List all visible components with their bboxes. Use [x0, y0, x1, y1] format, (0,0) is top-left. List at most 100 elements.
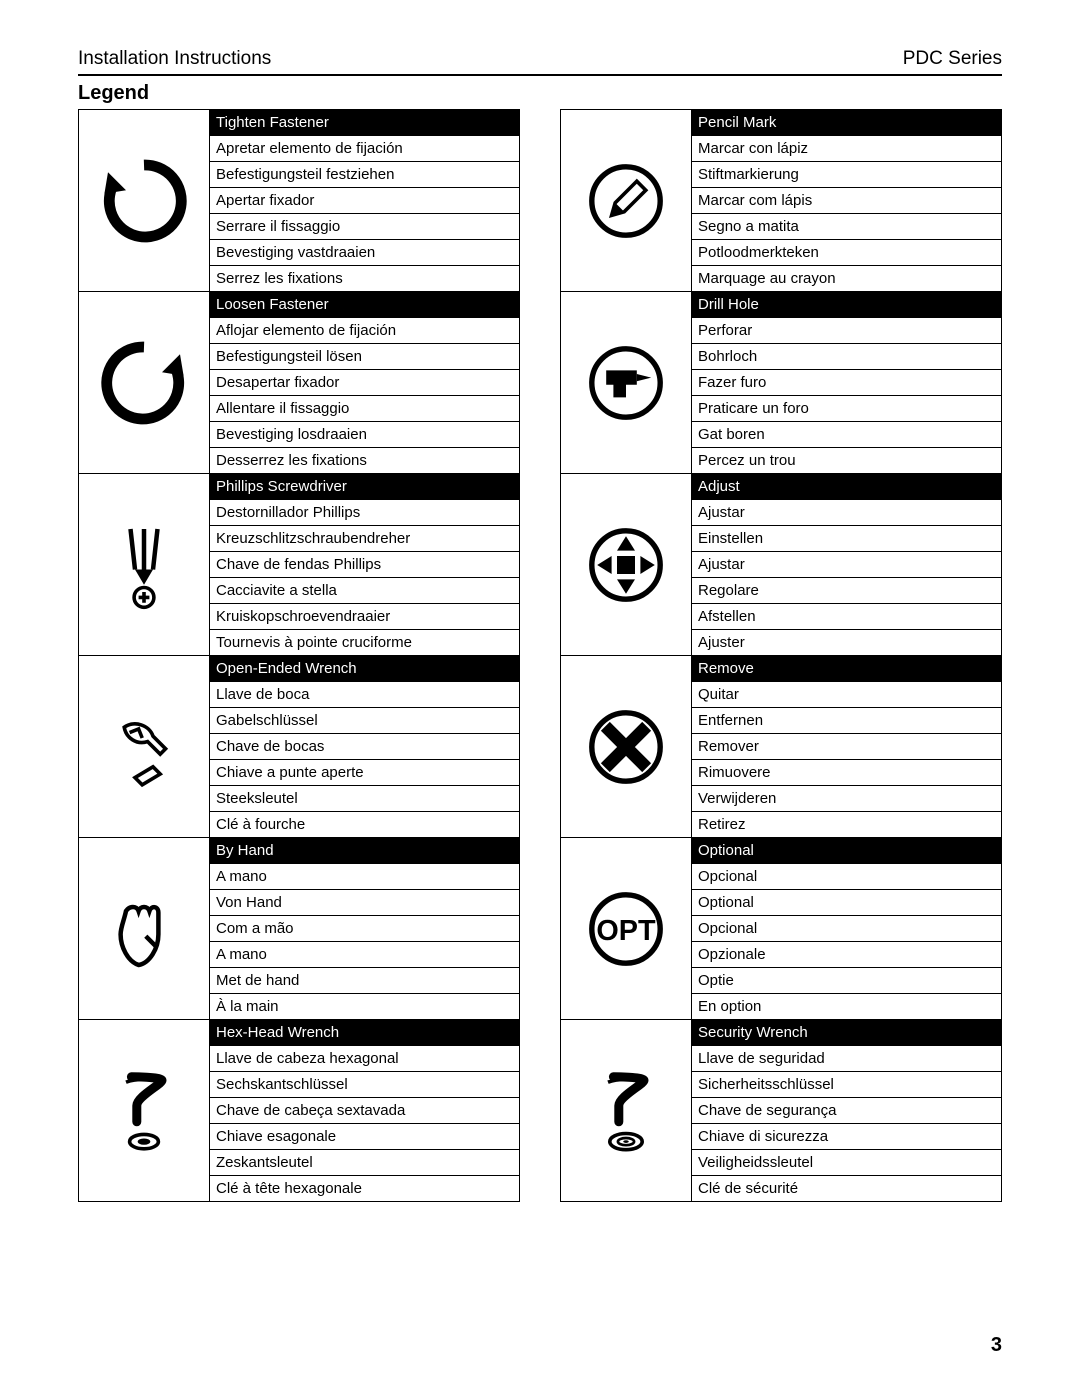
legend-term-head: By Hand — [210, 838, 519, 864]
legend-term: Optional — [692, 890, 1001, 916]
remove-icon — [561, 656, 692, 837]
legend-term: Einstellen — [692, 526, 1001, 552]
legend-term: Kreuzschlitzschraubendreher — [210, 526, 519, 552]
pencil-icon — [561, 110, 692, 291]
legend-term: A mano — [210, 942, 519, 968]
legend-term: Tournevis à pointe cruciforme — [210, 630, 519, 655]
legend-term: Cacciavite a stella — [210, 578, 519, 604]
legend-term: Desapertar fixador — [210, 370, 519, 396]
legend-term: Clé à tête hexagonale — [210, 1176, 519, 1201]
legend-term: Gat boren — [692, 422, 1001, 448]
legend-term-head: Adjust — [692, 474, 1001, 500]
legend-term: Aflojar elemento de fijación — [210, 318, 519, 344]
legend-term: À la main — [210, 994, 519, 1019]
legend-block: Security WrenchLlave de seguridadSicherh… — [561, 1020, 1001, 1201]
legend-term: Perforar — [692, 318, 1001, 344]
legend-terms: Tighten FastenerApretar elemento de fija… — [210, 110, 519, 291]
legend-term: Chiave a punte aperte — [210, 760, 519, 786]
legend-term-head: Pencil Mark — [692, 110, 1001, 136]
legend-term: Sicherheitsschlüssel — [692, 1072, 1001, 1098]
legend-block: Drill HolePerforarBohrlochFazer furoPrat… — [561, 292, 1001, 474]
legend-term: Marcar con lápiz — [692, 136, 1001, 162]
legend-term: Serrez les fixations — [210, 266, 519, 291]
legend-block: Open-Ended WrenchLlave de bocaGabelschlü… — [79, 656, 519, 838]
legend-columns: Tighten FastenerApretar elemento de fija… — [78, 109, 1002, 1202]
legend-term: Von Hand — [210, 890, 519, 916]
legend-term: Com a mão — [210, 916, 519, 942]
legend-terms: AdjustAjustarEinstellenAjustarRegolareAf… — [692, 474, 1001, 655]
legend-term: Llave de cabeza hexagonal — [210, 1046, 519, 1072]
loosen-icon — [79, 292, 210, 473]
legend-term: Praticare un foro — [692, 396, 1001, 422]
legend-term: Befestigungsteil festziehen — [210, 162, 519, 188]
legend-terms: Phillips ScrewdriverDestornillador Phill… — [210, 474, 519, 655]
legend-term-head: Open-Ended Wrench — [210, 656, 519, 682]
legend-terms: Loosen FastenerAflojar elemento de fijac… — [210, 292, 519, 473]
legend-term: Llave de seguridad — [692, 1046, 1001, 1072]
legend-term: Fazer furo — [692, 370, 1001, 396]
legend-term: Rimuovere — [692, 760, 1001, 786]
legend-term: Bevestiging losdraaien — [210, 422, 519, 448]
legend-term: Steeksleutel — [210, 786, 519, 812]
legend-terms: By HandA manoVon HandCom a mãoA manoMet … — [210, 838, 519, 1019]
legend-term: Marquage au crayon — [692, 266, 1001, 291]
legend-term: Clé de sécurité — [692, 1176, 1001, 1201]
adjust-icon — [561, 474, 692, 655]
legend-term-head: Tighten Fastener — [210, 110, 519, 136]
legend-term: Ajustar — [692, 552, 1001, 578]
legend-terms: RemoveQuitarEntfernenRemoverRimuovereVer… — [692, 656, 1001, 837]
legend-term: Serrare il fissaggio — [210, 214, 519, 240]
page-header: Installation Instructions PDC Series — [78, 48, 1002, 76]
legend-block: OptionalOpcionalOptionalOpcionalOpzional… — [561, 838, 1001, 1020]
legend-term: Potloodmerkteken — [692, 240, 1001, 266]
legend-term: Afstellen — [692, 604, 1001, 630]
legend-term: Ajuster — [692, 630, 1001, 655]
legend-terms: OptionalOpcionalOptionalOpcionalOpzional… — [692, 838, 1001, 1019]
legend-term-head: Hex-Head Wrench — [210, 1020, 519, 1046]
section-title: Legend — [78, 82, 1002, 105]
legend-term-head: Loosen Fastener — [210, 292, 519, 318]
legend-term: Apretar elemento de fijación — [210, 136, 519, 162]
legend-term-head: Remove — [692, 656, 1001, 682]
legend-terms: Security WrenchLlave de seguridadSicherh… — [692, 1020, 1001, 1201]
legend-term: Regolare — [692, 578, 1001, 604]
legend-term: Bohrloch — [692, 344, 1001, 370]
legend-term: Chave de segurança — [692, 1098, 1001, 1124]
page-number: 3 — [991, 1334, 1002, 1357]
header-left: Installation Instructions — [78, 48, 271, 70]
legend-term: Remover — [692, 734, 1001, 760]
legend-terms: Pencil MarkMarcar con lápizStiftmarkieru… — [692, 110, 1001, 291]
legend-term: Desserrez les fixations — [210, 448, 519, 473]
legend-terms: Drill HolePerforarBohrlochFazer furoPrat… — [692, 292, 1001, 473]
legend-term-head: Phillips Screwdriver — [210, 474, 519, 500]
legend-term: Chave de fendas Phillips — [210, 552, 519, 578]
legend-term: Met de hand — [210, 968, 519, 994]
legend-term: Stiftmarkierung — [692, 162, 1001, 188]
optional-icon — [561, 838, 692, 1019]
legend-block: Tighten FastenerApretar elemento de fija… — [79, 110, 519, 292]
drill-icon — [561, 292, 692, 473]
security-icon — [561, 1020, 692, 1201]
legend-term: Opcional — [692, 916, 1001, 942]
legend-block: AdjustAjustarEinstellenAjustarRegolareAf… — [561, 474, 1001, 656]
legend-term: Segno a matita — [692, 214, 1001, 240]
legend-term: Entfernen — [692, 708, 1001, 734]
hand-icon — [79, 838, 210, 1019]
legend-terms: Hex-Head WrenchLlave de cabeza hexagonal… — [210, 1020, 519, 1201]
legend-block: RemoveQuitarEntfernenRemoverRimuovereVer… — [561, 656, 1001, 838]
legend-term-head: Security Wrench — [692, 1020, 1001, 1046]
legend-block: Loosen FastenerAflojar elemento de fijac… — [79, 292, 519, 474]
legend-term: Gabelschlüssel — [210, 708, 519, 734]
legend-term: Chave de cabeça sextavada — [210, 1098, 519, 1124]
legend-term: A mano — [210, 864, 519, 890]
tighten-icon — [79, 110, 210, 291]
legend-term: Kruiskopschroevendraaier — [210, 604, 519, 630]
legend-term: Clé à fourche — [210, 812, 519, 837]
legend-term: Chiave esagonale — [210, 1124, 519, 1150]
legend-term: Retirez — [692, 812, 1001, 837]
legend-term: Befestigungsteil lösen — [210, 344, 519, 370]
legend-column-right: Pencil MarkMarcar con lápizStiftmarkieru… — [560, 109, 1002, 1202]
legend-term: En option — [692, 994, 1001, 1019]
legend-term: Verwijderen — [692, 786, 1001, 812]
legend-term: Quitar — [692, 682, 1001, 708]
